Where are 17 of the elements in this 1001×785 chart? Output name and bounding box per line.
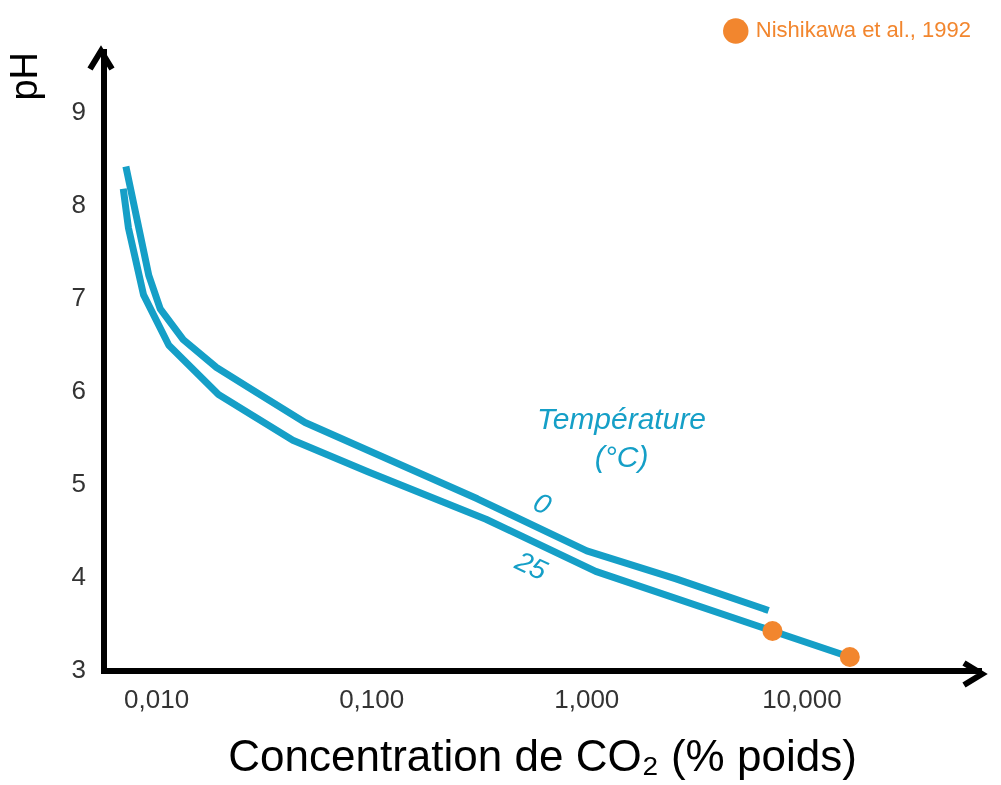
y-tick-label: 9 — [71, 95, 87, 126]
text: 0 — [528, 486, 557, 521]
y-tick-label: 7 — [71, 281, 87, 312]
y-tick-label: 4 — [71, 561, 87, 592]
x-axis-title: Concentration de CO₂ (% poids) — [228, 730, 857, 780]
x-tick-label: 0,100 — [339, 683, 405, 714]
legend-label: Nishikawa et al., 1992 — [755, 17, 971, 43]
x-tick-label: 0,010 — [124, 683, 190, 714]
text: 25 — [509, 544, 553, 587]
y-tick-label: 8 — [71, 188, 87, 219]
y-tick-label: 6 — [71, 374, 87, 405]
annotation: Température (°C) — [537, 402, 707, 474]
x-tick-label: 1,000 — [554, 683, 620, 714]
y-tick-label: 5 — [71, 468, 87, 499]
y-axis-title: pH — [3, 52, 46, 101]
x-tick-label: 10,000 — [762, 683, 842, 714]
y-tick-label: 3 — [71, 654, 87, 685]
